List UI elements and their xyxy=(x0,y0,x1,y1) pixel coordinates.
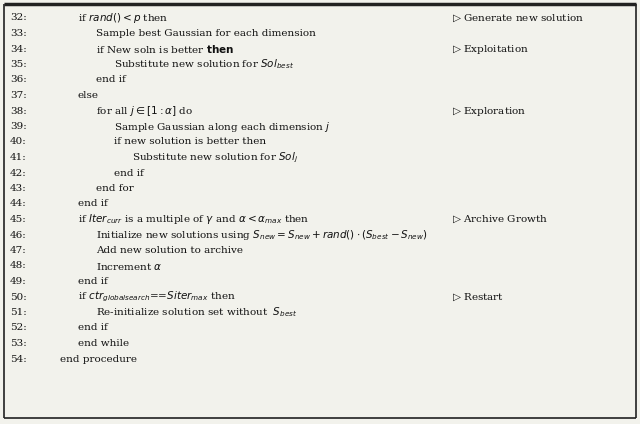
Text: 53:: 53: xyxy=(10,339,27,348)
Text: if new solution is better then: if new solution is better then xyxy=(114,137,266,147)
Text: end procedure: end procedure xyxy=(60,354,137,363)
Text: 41:: 41: xyxy=(10,153,27,162)
Text: 49:: 49: xyxy=(10,277,27,286)
Text: 40:: 40: xyxy=(10,137,27,147)
Text: end if: end if xyxy=(78,277,108,286)
Text: Substitute new solution for $Sol_{best}$: Substitute new solution for $Sol_{best}$ xyxy=(114,58,294,71)
Text: 45:: 45: xyxy=(10,215,27,224)
Text: 48:: 48: xyxy=(10,262,27,271)
Text: if $\mathit{Iter}_{curr}$ is a multiple of $\gamma$ and $\alpha < \alpha_{max}$ : if $\mathit{Iter}_{curr}$ is a multiple … xyxy=(78,212,310,226)
Text: Increment $\alpha$: Increment $\alpha$ xyxy=(96,260,163,271)
Text: $\triangleright$ Restart: $\triangleright$ Restart xyxy=(452,291,504,303)
Text: Sample Gaussian along each dimension $j$: Sample Gaussian along each dimension $j$ xyxy=(114,120,331,134)
Text: 51:: 51: xyxy=(10,308,27,317)
Text: for all $j \in [1:\alpha]$ do: for all $j \in [1:\alpha]$ do xyxy=(96,104,193,118)
Text: 33:: 33: xyxy=(10,29,27,38)
Text: 52:: 52: xyxy=(10,324,27,332)
Text: end while: end while xyxy=(78,339,129,348)
Text: $\triangleright$ Generate new solution: $\triangleright$ Generate new solution xyxy=(452,12,584,24)
Text: Sample best Gaussian for each dimension: Sample best Gaussian for each dimension xyxy=(96,29,316,38)
Text: Re-initialize solution set without  $S_{best}$: Re-initialize solution set without $S_{b… xyxy=(96,306,298,319)
Text: end if: end if xyxy=(96,75,125,84)
Text: $\triangleright$ Exploitation: $\triangleright$ Exploitation xyxy=(452,42,529,56)
Text: end if: end if xyxy=(114,168,144,178)
Text: else: else xyxy=(78,91,99,100)
Text: 37:: 37: xyxy=(10,91,27,100)
Text: 50:: 50: xyxy=(10,293,27,301)
Text: Add new solution to archive: Add new solution to archive xyxy=(96,246,243,255)
Text: 44:: 44: xyxy=(10,200,27,209)
Text: Substitute new solution for $Sol_j$: Substitute new solution for $Sol_j$ xyxy=(132,150,298,165)
Text: 47:: 47: xyxy=(10,246,27,255)
Text: end for: end for xyxy=(96,184,134,193)
Text: 42:: 42: xyxy=(10,168,27,178)
Text: 35:: 35: xyxy=(10,60,27,69)
Text: 32:: 32: xyxy=(10,14,27,22)
Text: end if: end if xyxy=(78,324,108,332)
Text: Initialize new solutions using $S_{new} = S_{new} + rand()\cdot(S_{best}-S_{new}: Initialize new solutions using $S_{new} … xyxy=(96,228,428,242)
Text: if New soln is better $\mathbf{then}$: if New soln is better $\mathbf{then}$ xyxy=(96,43,234,55)
Text: if $\mathit{ctr}_{globalsearch}$==$\mathit{Siter}_{max}$ then: if $\mathit{ctr}_{globalsearch}$==$\math… xyxy=(78,290,236,304)
Text: 46:: 46: xyxy=(10,231,27,240)
Text: $\triangleright$ Exploration: $\triangleright$ Exploration xyxy=(452,104,526,117)
Text: $\triangleright$ Archive Growth: $\triangleright$ Archive Growth xyxy=(452,214,548,225)
Text: 43:: 43: xyxy=(10,184,27,193)
Text: 36:: 36: xyxy=(10,75,27,84)
Text: 54:: 54: xyxy=(10,354,27,363)
Text: 38:: 38: xyxy=(10,106,27,115)
Text: if $\mathit{rand}()< p$ then: if $\mathit{rand}()< p$ then xyxy=(78,11,168,25)
Text: 39:: 39: xyxy=(10,122,27,131)
Text: 34:: 34: xyxy=(10,45,27,53)
Text: end if: end if xyxy=(78,200,108,209)
